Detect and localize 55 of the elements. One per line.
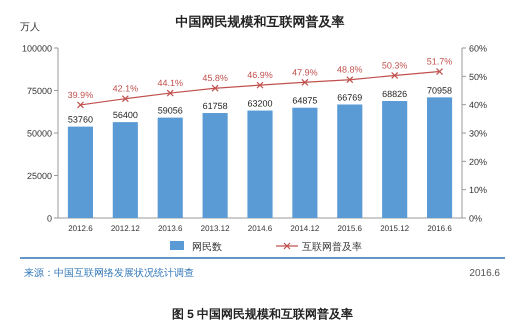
- data-label: 56400: [112, 110, 138, 120]
- data-label: 59056: [158, 106, 183, 116]
- x-tick-label: 2013.12: [200, 224, 230, 233]
- data-label: 68826: [382, 88, 408, 99]
- y-tick-label: 25000: [26, 171, 52, 181]
- point: [122, 95, 129, 102]
- y-axis-title: 万人: [20, 22, 40, 33]
- data-label: 51.7%: [426, 56, 452, 67]
- x-tick-label: 2012.12: [110, 224, 140, 233]
- x-tick-label: 2015.12: [380, 224, 410, 233]
- y2-tick-label: 20%: [469, 156, 488, 167]
- y-tick-label: 50000: [26, 128, 52, 138]
- data-label: 46.9%: [247, 70, 273, 80]
- point: [166, 89, 174, 97]
- y2-tick-label: 10%: [469, 185, 488, 196]
- y2-tick-label: 50%: [469, 72, 488, 82]
- data-label: 70958: [427, 85, 452, 96]
- data-label: 45.8%: [202, 73, 228, 84]
- y-tick-label: 75000: [26, 86, 52, 96]
- point: [256, 82, 264, 89]
- y-tick-label: 0: [46, 214, 52, 224]
- y2-tick-label: 40%: [469, 100, 488, 110]
- y2-tick-label: 30%: [469, 128, 488, 138]
- data-label: 61758: [202, 101, 228, 112]
- data-label: 63200: [247, 98, 273, 109]
- x-tick-label: 2012.6: [68, 224, 94, 233]
- point: [76, 101, 84, 109]
- x-tick-label: 2016.6: [427, 224, 452, 233]
- chart-title: 中国网民规模和互联网普及率: [176, 14, 344, 29]
- data-label: 44.1%: [157, 78, 183, 88]
- y2-tick-label: 0%: [469, 214, 482, 224]
- data-label: 48.8%: [337, 64, 363, 75]
- data-label: 53760: [68, 114, 93, 125]
- data-label: 42.1%: [112, 84, 138, 94]
- point: [391, 72, 398, 80]
- legend-label: 网民数: [192, 242, 222, 253]
- point: [212, 84, 219, 92]
- point: [436, 68, 444, 76]
- x-tick-label: 2014.12: [290, 224, 320, 233]
- y-tick-label: 100000: [22, 44, 52, 54]
- point: [346, 76, 354, 84]
- source-note: 来源：中国互联网络发展状况统计调查: [24, 267, 194, 279]
- legend-label: 互联网普及率: [302, 241, 362, 253]
- data-label: 64875: [292, 96, 318, 106]
- x-tick-label: 2013.6: [158, 224, 184, 233]
- data-label: 66769: [337, 92, 362, 102]
- data-label: 47.9%: [292, 67, 318, 78]
- data-label: 50.3%: [382, 60, 408, 70]
- y2-tick-label: 60%: [469, 44, 488, 54]
- point: [301, 78, 308, 86]
- data-label: 39.9%: [68, 90, 94, 100]
- x-tick-label: 2015.6: [338, 224, 363, 233]
- text: 2016.6: [469, 268, 500, 279]
- caption: 图 5 中国网民规模和互联网普及率: [172, 307, 354, 321]
- x-tick-label: 2014.6: [248, 224, 273, 233]
